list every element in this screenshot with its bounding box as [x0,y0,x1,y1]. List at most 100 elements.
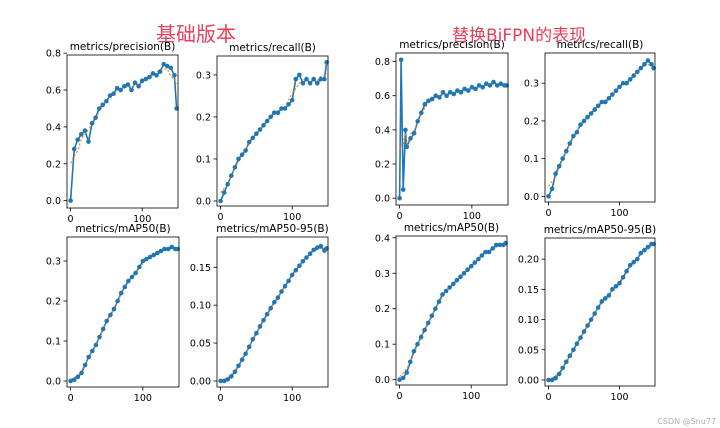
data-point [440,292,445,297]
data-point [307,81,313,86]
data-point [304,76,309,82]
data-point [574,129,580,135]
plot-frame [544,237,656,387]
y-tick-label: 0.0 [524,192,539,203]
y-tick-label: 0.1 [524,154,539,165]
data-point [411,349,417,354]
data-point [246,139,252,145]
data-point [571,133,576,139]
smooth-line [399,243,506,378]
y-tick-label: 0.4 [375,125,390,136]
y-tick-label: 0.00 [518,375,539,386]
data-point [429,313,435,319]
data-point [111,306,117,312]
data-point [546,377,551,383]
y-tick-label: 0.4 [46,122,61,133]
y-tick-label: 0.3 [46,257,61,268]
x-tick-label: 100 [463,211,481,222]
data-point [645,58,651,63]
data-point [571,347,576,353]
data-point [293,268,299,273]
data-point [155,250,160,256]
data-point [144,256,149,262]
data-point [282,283,288,289]
data-point [398,57,404,63]
data-point [68,378,73,384]
data-point [454,278,460,283]
data-point [592,311,597,316]
y-tick-label: 0.1 [46,337,61,348]
data-point [133,270,138,276]
y-tick-label: 0.0 [46,377,61,388]
smooth-line [220,73,328,193]
data-point [408,136,413,141]
data-point [433,306,438,311]
data-point [147,254,153,260]
data-point [157,69,163,74]
data-point [71,377,77,383]
data-point [90,348,95,354]
chart-title: metrics/precision(B) [399,39,505,51]
y-tick-label: 0.6 [375,91,390,102]
data-point [480,84,485,90]
data-point [624,80,629,86]
data-point [642,247,647,253]
data-point [546,194,551,199]
data-point [93,115,98,120]
x-tick-label: 0 [397,211,403,222]
data-point [172,73,177,78]
x-tick-label: 0 [218,212,224,223]
y-tick-label: 0.4 [375,233,390,244]
chart-title: metrics/precision(B) [70,41,176,53]
data-point [246,344,252,350]
data-point [595,305,601,310]
data-point [613,88,619,93]
data-point [239,357,245,362]
data-point [404,370,409,375]
data-point [447,285,452,290]
data-point [469,84,475,90]
data-point [610,92,615,97]
data-point [556,163,562,169]
data-point [494,83,500,88]
data-point [595,103,601,109]
data-point [592,107,597,112]
data-point [451,281,456,287]
data-point [490,246,495,251]
data-point [466,88,471,93]
data-point [426,98,431,104]
y-tick-label: 0.10 [190,301,211,312]
data-point [581,329,587,334]
data-point [107,93,113,98]
smooth-line [548,244,654,380]
series-line [548,243,654,381]
data-point [275,295,281,300]
chart-svg-base-map50-95: metrics/mAP50-95(B) 0.00 0.05 0.10 0.15 0 100 [190,223,329,404]
data-point [97,334,102,340]
data-point [560,365,565,371]
data-point [111,91,116,96]
x-tick-label: 0 [68,393,74,404]
data-point [82,362,88,368]
x-tick-label: 100 [134,393,152,404]
smooth-line [70,68,178,164]
data-point [494,242,499,248]
chart-bifpn-map50: metrics/mAP50(B) 0.0 0.1 0.2 0.3 0.4 0 100 [348,216,513,411]
group-title-bifpn: 替换BiFPN的表现 [452,26,587,46]
data-point [404,144,410,150]
data-point [444,93,449,98]
data-point [257,324,263,329]
chart-base-recall: metrics/recall(B) 0.0 0.1 0.2 0.3 0 100 [169,36,334,232]
x-tick-label: 0 [546,208,552,219]
data-point [254,131,259,136]
data-point [126,278,131,284]
data-point [468,263,474,269]
data-point [147,74,152,80]
data-point [236,363,241,369]
data-point [86,139,91,144]
data-point [122,284,128,290]
series-line [399,242,507,381]
data-point [129,274,135,280]
data-point [293,76,299,82]
chart-title: metrics/recall(B) [229,42,316,54]
